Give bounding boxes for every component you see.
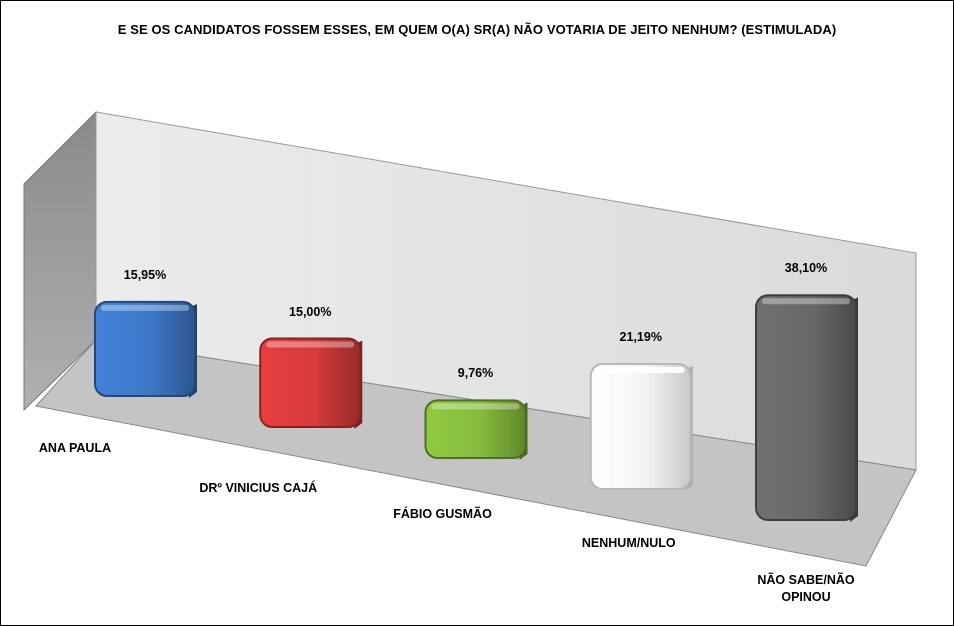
- value-label: 9,76%: [457, 366, 494, 381]
- category-label: ANA PAULA: [38, 441, 112, 455]
- bar-highlight-0: [101, 304, 189, 311]
- bar-2: [424, 399, 527, 459]
- value-label: 15,95%: [123, 267, 167, 282]
- value-label: 15,00%: [289, 304, 332, 319]
- bar-highlight-3: [596, 366, 685, 373]
- bar-1: [259, 337, 362, 428]
- value-label: 38,10%: [784, 261, 828, 276]
- chart-title: E SE OS CANDIDATOS FOSSEM ESSES, EM QUEM…: [117, 22, 837, 37]
- bars-layer: [94, 294, 858, 522]
- category-label: DRº VINICIUS CAJÁ: [199, 481, 318, 495]
- category-label: FÁBIO GUSMÃO: [393, 507, 492, 521]
- bar-highlight-1: [266, 341, 355, 348]
- category-label: NENHUM/NULO: [581, 536, 676, 550]
- bar-0: [94, 300, 196, 397]
- category-label: NÃO SABE/NÃO OPINOU: [757, 573, 855, 604]
- bar-3: [589, 362, 692, 491]
- bar-4: [755, 294, 857, 521]
- value-label: 21,19%: [619, 329, 662, 344]
- bar-highlight-2: [431, 403, 520, 410]
- bar-highlight-4: [762, 298, 850, 305]
